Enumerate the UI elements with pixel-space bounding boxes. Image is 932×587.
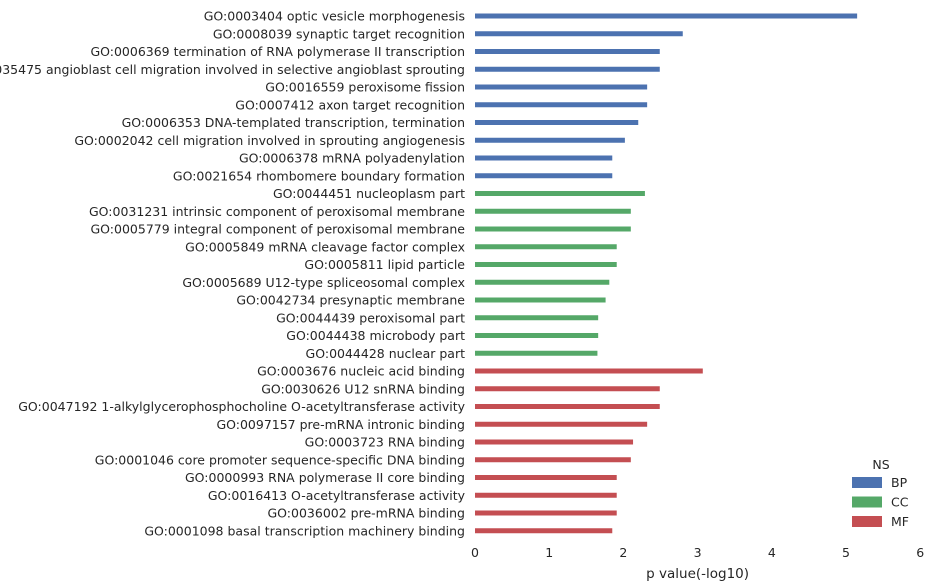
category-label: GO:0000993 RNA polymerase II core bindin… [185, 470, 465, 485]
legend-label-bp: BP [891, 475, 908, 490]
category-label: GO:0005849 mRNA cleavage factor complex [185, 239, 465, 254]
category-label: GO:0003676 nucleic acid binding [257, 364, 465, 379]
x-tick-label: 1 [545, 545, 553, 560]
legend-label-mf: MF [891, 514, 909, 529]
category-label: GO:0044438 microbody part [286, 328, 465, 343]
x-tick-label: 6 [916, 545, 924, 560]
category-label: GO:0005689 U12-type spliceosomal complex [182, 275, 465, 290]
bar-group [475, 13, 858, 534]
bar-cc [475, 226, 631, 232]
x-tick-label: 2 [619, 545, 627, 560]
bar-mf [475, 528, 613, 534]
category-label: GO:0036002 pre-mRNA binding [268, 506, 466, 521]
category-label: GO:0097157 pre-mRNA intronic binding [216, 417, 465, 432]
bar-mf [475, 457, 631, 463]
category-label: GO:0005779 integral component of peroxis… [91, 222, 466, 237]
bar-bp [475, 66, 660, 72]
legend-label-cc: CC [891, 495, 909, 510]
x-tick-label: 5 [842, 545, 850, 560]
x-tick-label: 3 [694, 545, 702, 560]
bar-cc [475, 315, 599, 321]
bar-mf [475, 368, 703, 374]
bar-cc [475, 244, 617, 250]
bar-mf [475, 386, 660, 392]
x-tick-label: 0 [471, 545, 479, 560]
category-label: GO:0031231 intrinsic component of peroxi… [89, 204, 465, 219]
bar-bp [475, 173, 613, 179]
bar-bp [475, 31, 683, 37]
category-label: GO:0006378 mRNA polyadenylation [239, 151, 465, 166]
category-label: GO:0042734 presynaptic membrane [236, 293, 465, 308]
category-label: GO:0047192 1-alkylglycerophosphocholine … [18, 399, 465, 414]
bar-bp [475, 13, 858, 19]
category-label: GO:0002042 cell migration involved in sp… [74, 133, 465, 148]
bar-cc [475, 333, 599, 338]
bar-bp [475, 49, 660, 54]
bar-bp [475, 120, 639, 125]
category-label: GO:0005811 lipid particle [304, 257, 465, 272]
bar-mf [475, 475, 617, 480]
category-label: GO:0006369 termination of RNA polymerase… [90, 44, 465, 59]
bar-mf [475, 510, 617, 516]
bar-bp [475, 137, 625, 143]
bar-bp [475, 84, 648, 90]
category-label: GO:0044439 peroxisomal part [276, 310, 465, 325]
legend-swatch-cc [852, 496, 882, 508]
bar-bp [475, 102, 648, 108]
category-label: GO:0044451 nucleoplasm part [273, 186, 465, 201]
category-label: GO:0006353 DNA-templated transcription, … [122, 115, 465, 130]
bar-cc [475, 208, 631, 214]
category-label: GO:0001098 basal transcription machinery… [144, 523, 465, 538]
x-axis-ticks: 0 1 2 3 4 5 6 [471, 545, 924, 560]
category-label: GO:0008039 synaptic target recognition [213, 26, 465, 41]
category-label: GO:0016413 O-acetyltransferase activity [208, 488, 466, 503]
category-label: GO:0021654 rhombomere boundary formation [173, 168, 465, 183]
x-axis-title: p value(-log10) [646, 566, 749, 582]
legend-title: NS [872, 457, 889, 472]
bar-mf [475, 421, 648, 427]
bar-cc [475, 297, 606, 303]
category-label: GO:0003404 optic vesicle morphogenesis [204, 9, 465, 24]
category-label: GO:0003723 RNA binding [305, 435, 465, 450]
category-label: GO:0044428 nuclear part [306, 346, 466, 361]
bar-mf [475, 404, 660, 409]
bar-mf [475, 439, 634, 445]
x-tick-label: 4 [768, 545, 776, 560]
bar-cc [475, 262, 617, 267]
bar-bp [475, 155, 613, 161]
bar-cc [475, 279, 610, 285]
category-label: GO:0030626 U12 snRNA binding [261, 381, 465, 396]
bar-cc [475, 191, 645, 196]
category-label: GO:0001046 core promoter sequence-specif… [95, 452, 465, 467]
bar-mf [475, 492, 617, 498]
category-label: GO:0035475 angioblast cell migration inv… [0, 62, 465, 77]
category-labels: GO:0003404 optic vesicle morphogenesis GO… [0, 9, 466, 539]
legend: NS BP CC MF [852, 457, 909, 529]
bar-cc [475, 350, 598, 356]
category-label: GO:0007412 axon target recognition [235, 97, 465, 112]
legend-swatch-bp [852, 477, 882, 488]
category-label: GO:0016559 peroxisome fission [265, 80, 465, 95]
legend-swatch-mf [852, 516, 882, 527]
